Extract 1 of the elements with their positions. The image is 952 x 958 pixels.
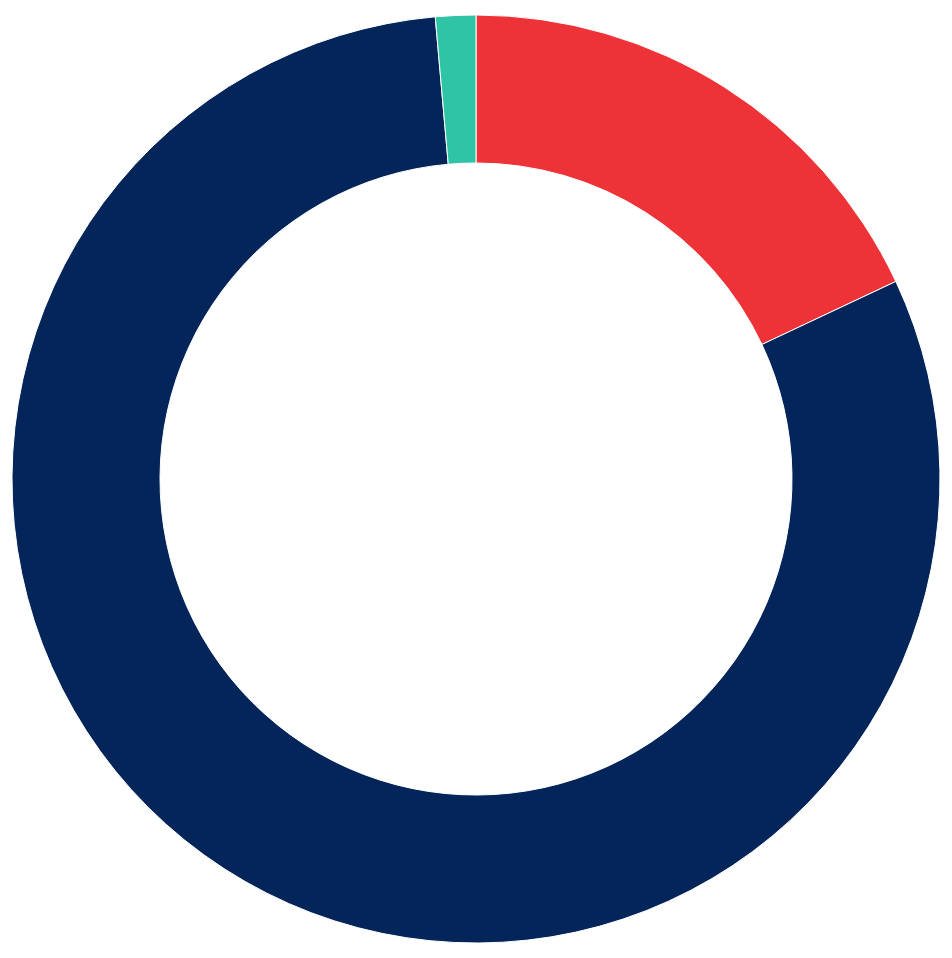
donut-slice xyxy=(12,16,940,943)
